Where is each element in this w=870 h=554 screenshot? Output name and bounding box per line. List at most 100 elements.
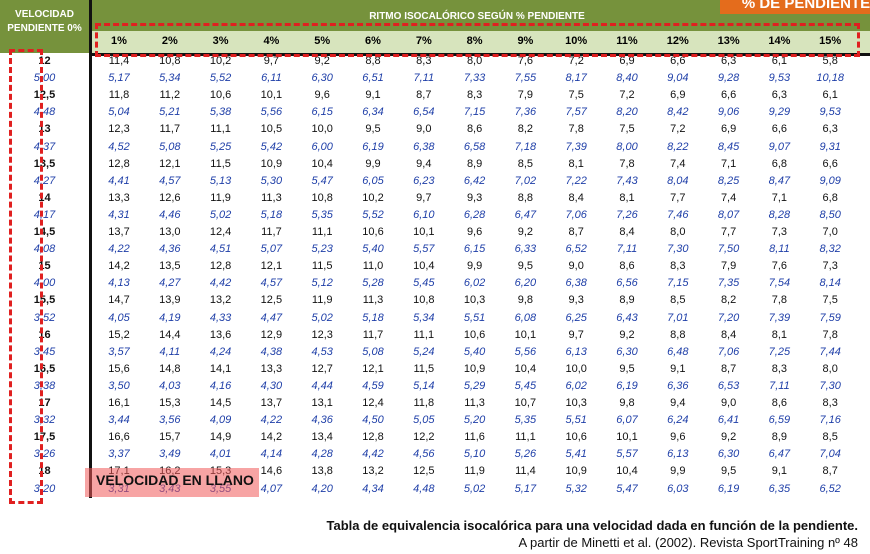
pace-cell: 6,00	[311, 140, 333, 153]
pace-cell: 10,8	[311, 191, 333, 204]
pace-cell: 5,45	[514, 379, 537, 392]
speed-cell: 4,17	[33, 208, 56, 221]
pace-cell: 4,11	[159, 345, 181, 358]
pace-cell: 6,19	[616, 379, 638, 392]
pace-cell: 10,1	[260, 89, 283, 102]
pace-cell: 5,21	[159, 106, 181, 119]
pace-cell: 7,2	[568, 55, 584, 67]
pace-cell: 5,38	[209, 106, 232, 119]
pace-cell: 4,48	[413, 482, 435, 495]
pace-cell: 8,0	[822, 362, 838, 375]
pace-cell: 14,8	[159, 362, 181, 375]
pace-cell: 10,4	[514, 362, 537, 375]
pace-cell: 12,6	[159, 191, 181, 204]
pace-cell: 4,34	[362, 482, 384, 495]
pace-cell: 9,9	[670, 465, 686, 478]
pace-cell: 6,58	[463, 140, 486, 153]
speed-cell: 3,20	[33, 482, 56, 495]
speed-cell: 4,37	[33, 140, 56, 153]
pace-cell: 9,0	[416, 123, 432, 136]
pace-cell: 4,36	[159, 243, 181, 256]
pace-cell: 6,34	[362, 106, 384, 119]
pace-cell: 6,9	[619, 55, 635, 67]
pace-cell: 5,23	[311, 243, 333, 256]
pace-cell: 4,47	[260, 311, 283, 324]
pace-cell: 5,07	[260, 243, 283, 256]
pace-cell: 5,40	[463, 345, 486, 358]
pace-cell: 7,6	[771, 260, 788, 273]
pace-cell: 5,40	[362, 243, 384, 256]
pace-cell: 7,7	[670, 191, 686, 204]
pace-cell: 9,6	[466, 226, 483, 238]
pace-cell: 14,1	[209, 362, 232, 375]
pace-cell: 5,08	[159, 140, 181, 153]
pace-cell: 6,10	[413, 208, 435, 221]
pace-cell: 7,1	[720, 157, 737, 170]
pace-cell: 7,2	[619, 89, 635, 102]
pace-cell: 7,11	[769, 379, 790, 392]
pace-cell: 5,05	[413, 414, 435, 427]
pace-cell: 5,8	[822, 55, 838, 67]
pace-cell: 6,02	[565, 379, 587, 392]
pace-cell: 5,17	[514, 482, 537, 495]
pace-cell: 3,37	[108, 448, 130, 461]
pace-cell: 5,02	[463, 482, 486, 495]
speed-cell: 3,45	[33, 345, 56, 358]
pace-cell: 7,22	[565, 174, 587, 187]
pace-cell: 13,6	[209, 328, 232, 341]
speed-cell: 3,52	[33, 311, 56, 324]
pace-cell: 14,7	[108, 294, 130, 307]
pace-cell: 4,01	[209, 448, 232, 461]
pace-cell: 6,48	[667, 345, 689, 358]
grade-header-row: 1% 2% 3% 4% 5% 6% 7% 8% 9% 10% 11% 12% 13% 14% 15%	[92, 31, 870, 53]
pace-cell: 6,28	[463, 208, 486, 221]
pace-cell: 11,4	[108, 55, 130, 67]
pace-cell: 8,5	[822, 431, 838, 444]
pace-cell: 9,3	[568, 294, 584, 307]
pace-cell: 4,59	[362, 379, 384, 392]
pace-cell: 5,35	[311, 208, 333, 221]
pace-cell: 11,7	[159, 123, 181, 136]
pace-cell: 3,49	[159, 448, 181, 461]
pace-cell: 9,31	[819, 140, 841, 153]
pace-cell: 6,02	[463, 277, 486, 290]
grade-header-cell: 5%	[314, 35, 331, 47]
pace-cell: 9,6	[670, 431, 686, 444]
pace-cell: 4,42	[362, 448, 384, 461]
pace-cell: 7,15	[463, 106, 486, 119]
pace-cell: 8,00	[616, 140, 638, 153]
pace-cell: 8,2	[720, 294, 737, 307]
pace-cell: 8,25	[717, 174, 740, 187]
pace-cell: 6,38	[565, 277, 587, 290]
pace-cell: 7,9	[720, 260, 737, 273]
pace-cell: 5,47	[616, 482, 638, 495]
pace-cell: 5,29	[463, 379, 486, 392]
pace-cell: 11,3	[362, 294, 384, 307]
pace-cell: 4,20	[311, 482, 333, 495]
pace-cell: 6,3	[720, 55, 737, 67]
speed-cell: 4,00	[33, 277, 56, 290]
pace-cell: 7,04	[819, 448, 841, 461]
pace-cell: 6,11	[261, 72, 282, 85]
grade-header-cell: 4%	[263, 35, 280, 47]
pace-cell: 7,46	[667, 208, 689, 221]
pace-cell: 6,6	[771, 123, 788, 136]
pace-cell: 9,06	[717, 106, 740, 119]
pace-cell: 11,9	[210, 191, 231, 204]
pace-cell: 8,4	[568, 191, 584, 204]
pace-cell: 7,59	[819, 311, 841, 324]
pace-cell: 6,23	[413, 174, 435, 187]
pace-cell: 9,5	[720, 465, 737, 478]
pace-cell: 6,33	[514, 243, 537, 256]
vertical-separator	[89, 0, 92, 498]
pace-cell: 7,18	[514, 140, 537, 153]
pace-cell: 11,1	[515, 431, 536, 444]
pace-cell: 10,1	[413, 226, 435, 238]
pace-cell: 8,32	[819, 243, 841, 256]
pace-cell: 4,31	[108, 208, 130, 221]
pace-cell: 4,57	[159, 174, 181, 187]
pace-cell: 6,25	[565, 311, 587, 324]
pace-cell: 8,40	[616, 72, 638, 85]
pace-cell: 7,11	[616, 243, 638, 256]
grade-header-cell: 9%	[517, 35, 534, 47]
